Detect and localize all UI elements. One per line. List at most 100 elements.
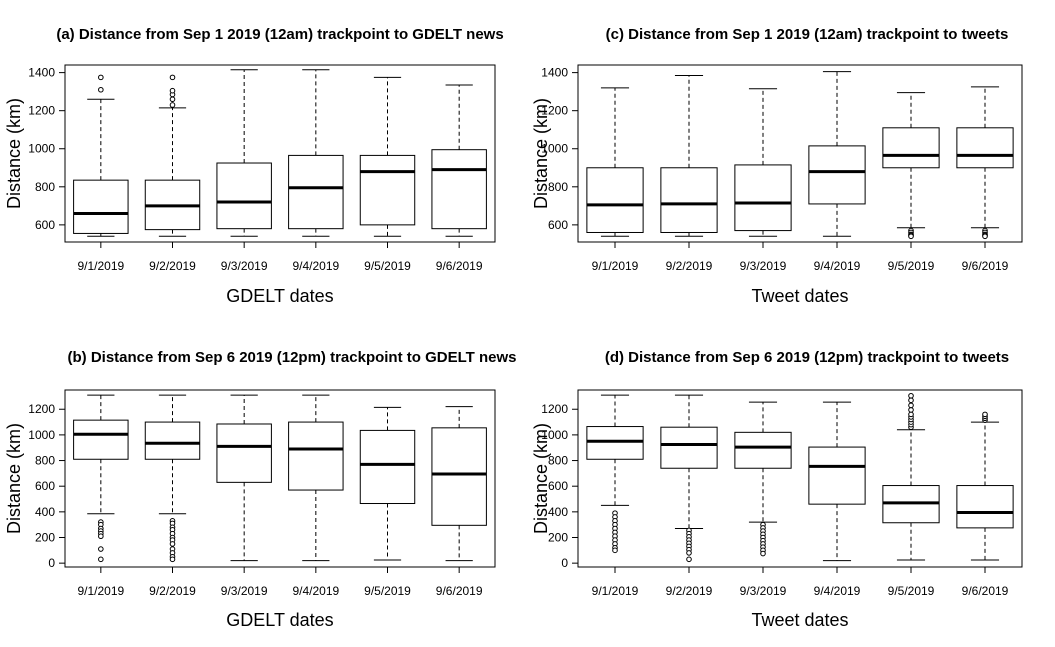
chart-panel-c: (c) Distance from Sep 1 2019 (12am) trac… — [531, 26, 1023, 306]
box-9-4-2019: 9/4/2019 — [808, 71, 866, 273]
box-9-4-2019: 9/4/2019 — [288, 394, 344, 598]
x-tick-label: 9/1/2019 — [77, 584, 124, 598]
x-tick-label: 9/4/2019 — [814, 259, 861, 273]
outlier-point — [908, 392, 914, 399]
y-tick-label: 600 — [35, 479, 55, 493]
outlier-point — [98, 86, 104, 93]
outlier-point — [169, 96, 176, 103]
iqr-box — [144, 421, 201, 460]
x-tick-label: 9/6/2019 — [436, 584, 483, 598]
iqr-box — [660, 426, 718, 469]
iqr-box — [288, 154, 344, 230]
y-tick-label: 600 — [548, 218, 568, 232]
outlier-point — [686, 550, 692, 556]
iqr-box — [586, 167, 644, 233]
box-9-2-2019: 9/2/2019 — [144, 394, 201, 598]
y-tick-label: 800 — [548, 180, 568, 194]
iqr-box — [734, 164, 792, 232]
x-tick-label: 9/1/2019 — [77, 259, 124, 273]
y-axis-label: Distance (km) — [4, 423, 24, 534]
y-tick-label: 600 — [35, 218, 55, 232]
box-9-6-2019: 9/6/2019 — [956, 86, 1014, 273]
x-tick-label: 9/1/2019 — [592, 584, 639, 598]
iqr-box — [808, 446, 866, 505]
box-9-1-2019: 9/1/2019 — [73, 394, 129, 598]
y-tick-label: 1000 — [541, 428, 568, 442]
box-9-4-2019: 9/4/2019 — [808, 401, 866, 598]
box-9-6-2019: 9/6/2019 — [956, 411, 1014, 598]
box-9-6-2019: 9/6/2019 — [431, 84, 487, 273]
outlier-point — [908, 411, 914, 418]
y-tick-label: 1000 — [28, 142, 55, 156]
x-tick-label: 9/3/2019 — [221, 584, 268, 598]
y-tick-label: 400 — [548, 505, 568, 519]
box-9-5-2019: 9/5/2019 — [882, 92, 940, 273]
y-tick-label: 400 — [35, 505, 55, 519]
x-tick-label: 9/4/2019 — [292, 259, 339, 273]
outlier-point — [169, 87, 176, 94]
box-9-5-2019: 9/5/2019 — [359, 76, 416, 273]
y-tick-label: 800 — [35, 454, 55, 468]
x-axis-label: Tweet dates — [751, 610, 848, 630]
chart-title: (a) Distance from Sep 1 2019 (12am) trac… — [56, 26, 503, 43]
iqr-box — [431, 149, 487, 230]
plot-frame — [577, 64, 1023, 243]
x-tick-label: 9/1/2019 — [592, 259, 639, 273]
x-tick-label: 9/6/2019 — [962, 584, 1009, 598]
x-axis-label: Tweet dates — [751, 286, 848, 306]
box-9-1-2019: 9/1/2019 — [586, 87, 644, 273]
y-tick-label: 1000 — [28, 428, 55, 442]
iqr-box — [956, 485, 1014, 529]
box-9-3-2019: 9/3/2019 — [734, 88, 792, 273]
y-tick-label: 1200 — [541, 402, 568, 416]
box-9-1-2019: 9/1/2019 — [73, 74, 129, 273]
outlier-point — [982, 411, 988, 418]
chart-title: (c) Distance from Sep 1 2019 (12am) trac… — [606, 26, 1009, 43]
box-9-2-2019: 9/2/2019 — [660, 74, 718, 273]
box-9-3-2019: 9/3/2019 — [216, 394, 272, 598]
y-axis-label: Distance (km) — [531, 98, 551, 209]
x-tick-label: 9/6/2019 — [962, 259, 1009, 273]
x-tick-label: 9/5/2019 — [364, 584, 411, 598]
outlier-point — [908, 407, 914, 413]
iqr-box — [73, 179, 129, 234]
x-tick-label: 9/3/2019 — [740, 584, 787, 598]
box-9-2-2019: 9/2/2019 — [660, 394, 718, 598]
x-tick-label: 9/4/2019 — [292, 584, 339, 598]
outlier-point — [169, 74, 176, 81]
chart-title: (b) Distance from Sep 6 2019 (12pm) trac… — [68, 349, 517, 366]
y-tick-label: 1200 — [28, 402, 55, 416]
outlier-point — [169, 556, 176, 563]
box-9-5-2019: 9/5/2019 — [359, 406, 416, 598]
outlier-point — [686, 556, 692, 563]
box-9-4-2019: 9/4/2019 — [288, 69, 344, 273]
outlier-point — [908, 402, 914, 409]
y-tick-label: 1200 — [541, 104, 568, 118]
iqr-box — [586, 426, 644, 460]
chart-panel-a: (a) Distance from Sep 1 2019 (12am) trac… — [4, 26, 504, 306]
outlier-point — [169, 102, 176, 108]
x-axis-label: GDELT dates — [226, 610, 333, 630]
chart-title: (d) Distance from Sep 6 2019 (12pm) trac… — [605, 349, 1009, 366]
outlier-point — [612, 547, 618, 554]
x-tick-label: 9/2/2019 — [149, 259, 196, 273]
x-tick-label: 9/2/2019 — [666, 259, 713, 273]
x-tick-label: 9/5/2019 — [888, 584, 935, 598]
chart-panel-d: (d) Distance from Sep 6 2019 (12pm) trac… — [531, 349, 1023, 630]
y-tick-label: 200 — [548, 531, 568, 545]
y-tick-label: 1000 — [541, 142, 568, 156]
outlier-point — [98, 533, 104, 540]
y-tick-label: 0 — [48, 556, 55, 570]
iqr-box — [216, 423, 272, 483]
outlier-point — [169, 541, 176, 547]
y-axis-label: Distance (km) — [531, 423, 551, 534]
x-axis-label: GDELT dates — [226, 286, 333, 306]
x-tick-label: 9/2/2019 — [666, 584, 713, 598]
box-9-2-2019: 9/2/2019 — [144, 74, 201, 273]
y-tick-label: 1200 — [28, 104, 55, 118]
outlier-point — [908, 397, 914, 404]
iqr-box — [73, 419, 129, 460]
box-9-3-2019: 9/3/2019 — [734, 401, 792, 598]
chart-panel-b: (b) Distance from Sep 6 2019 (12pm) trac… — [4, 349, 516, 630]
x-tick-label: 9/5/2019 — [364, 259, 411, 273]
